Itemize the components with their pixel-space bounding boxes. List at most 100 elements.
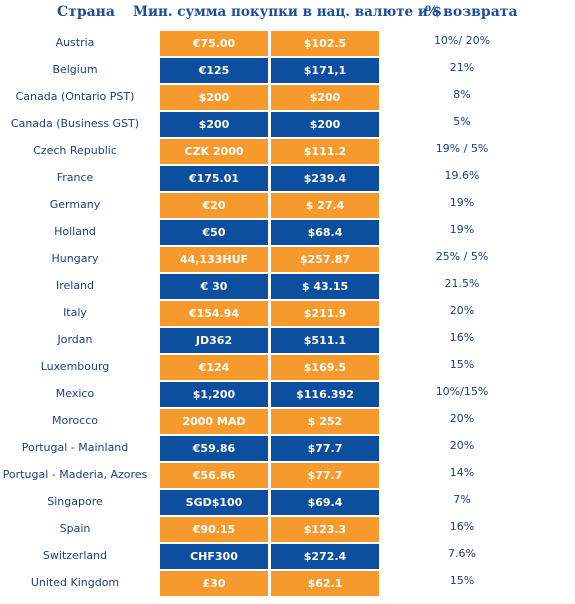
local-min-amount: CZK 2000 xyxy=(160,139,268,164)
refund-percent: 8% xyxy=(453,88,471,101)
local-min-amount: €20 xyxy=(160,193,268,218)
table-row: Belgium €125 $171,1 21% xyxy=(0,58,575,85)
refund-percent: 21% xyxy=(449,61,475,74)
table-row: Italy €154.94 $211.9 20% xyxy=(0,301,575,328)
local-min-amount: €75.00 xyxy=(160,31,268,56)
table-row: Mexico $1,200 $116.392 10%/15% xyxy=(0,382,575,409)
local-min-amount: CHF300 xyxy=(160,544,268,569)
table-row: Canada (Business GST) $200 $200 5% xyxy=(0,112,575,139)
local-min-amount: €125 xyxy=(160,58,268,83)
local-min-amount: €90.15 xyxy=(160,517,268,542)
usd-min-amount: $116.392 xyxy=(271,382,379,407)
refund-percent: 16% xyxy=(449,520,475,533)
local-min-amount: £30 xyxy=(160,571,268,596)
table-row: Holland €50 $68.4 19% xyxy=(0,220,575,247)
refund-percent: 20% xyxy=(449,412,475,425)
country-name: Ireland xyxy=(55,279,95,292)
usd-min-amount: $ 252 xyxy=(271,409,379,434)
local-min-amount: $200 xyxy=(160,112,268,137)
usd-min-amount: $111.2 xyxy=(271,139,379,164)
local-min-amount: 2000 MAD xyxy=(160,409,268,434)
table-row: Austria €75.00 $102.5 10%/ 20% xyxy=(0,31,575,58)
usd-min-amount: $123.3 xyxy=(271,517,379,542)
usd-min-amount: $77.7 xyxy=(271,463,379,488)
header-min-purchase: Мин. сумма покупки в нац. валюте и $ xyxy=(133,4,442,20)
table-row: Czech Republic CZK 2000 $111.2 19% / 5% xyxy=(0,139,575,166)
table-row: Spain €90.15 $123.3 16% xyxy=(0,517,575,544)
country-name: France xyxy=(56,171,94,184)
usd-min-amount: $77.7 xyxy=(271,436,379,461)
refund-percent: 19% / 5% xyxy=(435,142,489,155)
usd-min-amount: $ 27.4 xyxy=(271,193,379,218)
country-name: Jordan xyxy=(57,333,93,346)
country-name: Mexico xyxy=(55,387,95,400)
country-name: Canada (Ontario PST) xyxy=(15,90,135,103)
refund-percent: 14% xyxy=(449,466,475,479)
local-min-amount: $200 xyxy=(160,85,268,110)
local-min-amount: €154.94 xyxy=(160,301,268,326)
usd-min-amount: $272.4 xyxy=(271,544,379,569)
usd-min-amount: $68.4 xyxy=(271,220,379,245)
country-name: Luxembourg xyxy=(40,360,110,373)
local-min-amount: 44,133HUF xyxy=(160,247,268,272)
refund-percent: 20% xyxy=(449,304,475,317)
country-name: Portugal - Maderia, Azores xyxy=(2,468,148,481)
table-row: Luxembourg €124 $169.5 15% xyxy=(0,355,575,382)
country-name: Belgium xyxy=(52,63,98,76)
table-row: Canada (Ontario PST) $200 $200 8% xyxy=(0,85,575,112)
country-name: Austria xyxy=(55,36,95,49)
table-header: Страна Мин. сумма покупки в нац. валюте … xyxy=(0,0,575,24)
refund-percent: 7.6% xyxy=(448,547,476,560)
table-row: Singapore SGD$100 $69.4 7% xyxy=(0,490,575,517)
refund-percent: 10%/15% xyxy=(435,385,489,398)
table-row: Morocco 2000 MAD $ 252 20% xyxy=(0,409,575,436)
country-name: Switzerland xyxy=(42,549,108,562)
country-name: Italy xyxy=(63,306,87,319)
country-name: Portugal - Mainland xyxy=(21,441,129,454)
usd-min-amount: $102.5 xyxy=(271,31,379,56)
local-min-amount: $1,200 xyxy=(160,382,268,407)
refund-percent: 20% xyxy=(449,439,475,452)
refund-percent: 10%/ 20% xyxy=(433,34,491,47)
country-name: Czech Republic xyxy=(33,144,117,157)
local-min-amount: €59.86 xyxy=(160,436,268,461)
refund-percent: 21.5% xyxy=(444,277,480,290)
usd-min-amount: $257.87 xyxy=(271,247,379,272)
usd-min-amount: $ 43.15 xyxy=(271,274,379,299)
table-row: Portugal - Mainland €59.86 $77.7 20% xyxy=(0,436,575,463)
usd-min-amount: $200 xyxy=(271,85,379,110)
country-name: Spain xyxy=(59,522,91,535)
header-country: Страна xyxy=(57,4,115,20)
local-min-amount: €50 xyxy=(160,220,268,245)
refund-table: Austria €75.00 $102.5 10%/ 20% Belgium €… xyxy=(0,31,575,598)
country-name: Holland xyxy=(54,225,96,238)
usd-min-amount: $171,1 xyxy=(271,58,379,83)
country-name: Germany xyxy=(49,198,101,211)
table-row: Portugal - Maderia, Azores €56.86 $77.7 … xyxy=(0,463,575,490)
table-row: Jordan JD362 $511.1 16% xyxy=(0,328,575,355)
country-name: Morocco xyxy=(51,414,99,427)
refund-percent: 15% xyxy=(449,574,475,587)
local-min-amount: € 30 xyxy=(160,274,268,299)
refund-percent: 15% xyxy=(449,358,475,371)
refund-percent: 25% / 5% xyxy=(435,250,489,263)
usd-min-amount: $211.9 xyxy=(271,301,379,326)
local-min-amount: €124 xyxy=(160,355,268,380)
refund-percent: 5% xyxy=(453,115,471,128)
local-min-amount: JD362 xyxy=(160,328,268,353)
country-name: Canada (Business GST) xyxy=(10,117,140,130)
local-min-amount: SGD$100 xyxy=(160,490,268,515)
refund-percent: 7% xyxy=(453,493,471,506)
usd-min-amount: $169.5 xyxy=(271,355,379,380)
refund-percent: 16% xyxy=(449,331,475,344)
refund-percent: 19.6% xyxy=(444,169,480,182)
table-row: United Kingdom £30 $62.1 15% xyxy=(0,571,575,598)
usd-min-amount: $62.1 xyxy=(271,571,379,596)
table-row: Hungary 44,133HUF $257.87 25% / 5% xyxy=(0,247,575,274)
table-row: Switzerland CHF300 $272.4 7.6% xyxy=(0,544,575,571)
country-name: United Kingdom xyxy=(30,576,120,589)
country-name: Singapore xyxy=(47,495,103,508)
usd-min-amount: $200 xyxy=(271,112,379,137)
table-row: Germany €20 $ 27.4 19% xyxy=(0,193,575,220)
table-row: Ireland € 30 $ 43.15 21.5% xyxy=(0,274,575,301)
